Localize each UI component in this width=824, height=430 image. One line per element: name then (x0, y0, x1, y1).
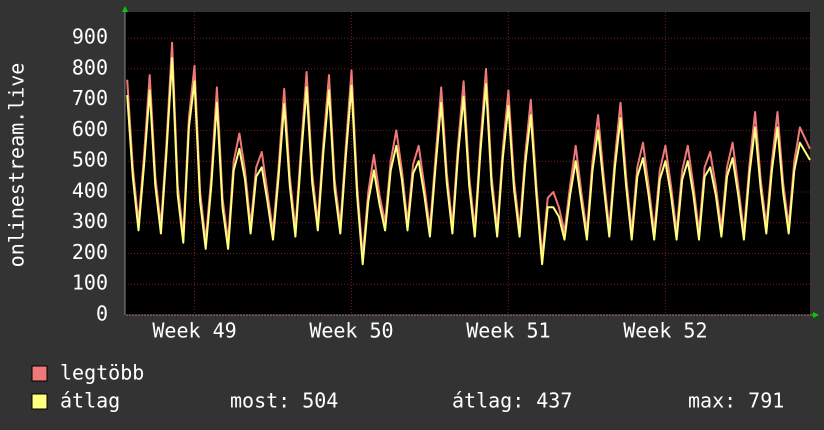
x-tick-label: Week 51 (466, 319, 550, 343)
x-tick-label: Week 52 (623, 319, 707, 343)
x-arrow (813, 312, 819, 318)
legend-label: átlag (60, 389, 120, 413)
stat-label: max: (688, 389, 736, 413)
series-line (126, 57, 811, 266)
y-tick-label: 500 (72, 148, 108, 172)
y-tick-label: 0 (96, 302, 108, 326)
y-tick-label: 300 (72, 209, 108, 233)
stat-label: most: (230, 389, 290, 413)
legend-swatch (31, 365, 48, 382)
stat-value: 437 (536, 389, 572, 413)
y-tick-label: 200 (72, 240, 108, 264)
legend-label: legtöbb (60, 361, 144, 385)
y-tick-label: 800 (72, 55, 108, 79)
legend-swatch (31, 393, 48, 410)
y-tick-label: 900 (72, 25, 108, 49)
y-arrow (122, 6, 128, 12)
stat-value: 504 (302, 389, 338, 413)
stat-value: 791 (748, 389, 784, 413)
y-tick-label: 700 (72, 86, 108, 110)
y-tick-label: 100 (72, 271, 108, 295)
x-tick-label: Week 49 (152, 319, 236, 343)
y-tick-label: 600 (72, 117, 108, 141)
y-axis-label: onlinestream.live (5, 63, 29, 268)
stat-label: átlag: (452, 389, 524, 413)
y-tick-label: 400 (72, 178, 108, 202)
x-tick-label: Week 50 (309, 319, 393, 343)
